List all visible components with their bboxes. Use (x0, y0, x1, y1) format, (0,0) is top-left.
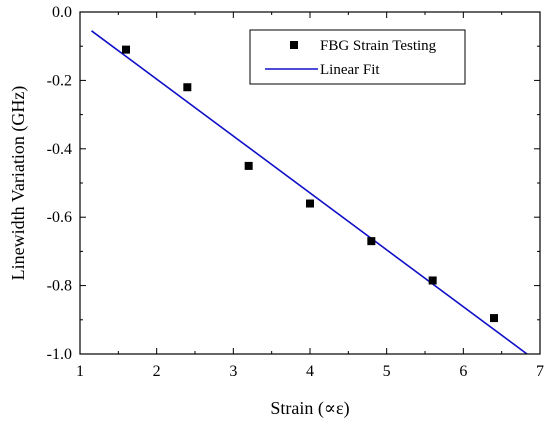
legend-box (249, 29, 466, 85)
x-tick-label: 4 (306, 363, 314, 380)
plot-frame (79, 11, 541, 355)
y-tick-label: -0.6 (47, 209, 72, 226)
y-tick-label: -0.4 (47, 141, 72, 158)
data-point (122, 45, 130, 54)
x-tick-label: 2 (153, 363, 161, 380)
legend-label-fbg-strain-testing: FBG Strain Testing (320, 38, 437, 54)
data-point (244, 161, 253, 170)
fit-layer (91, 30, 528, 355)
tick-labels-layer: 1 2 3 4 5 6 7 0.0 -0.2 -0.4 -0.6 -0.8 -1.0 (47, 4, 544, 380)
y-tick-label: -1.0 (47, 346, 72, 363)
y-tick-label: -0.2 (47, 72, 72, 89)
y-axis-title: Linewidth Variation (GHz) (8, 86, 29, 281)
data-point (183, 83, 192, 92)
data-point (428, 276, 437, 285)
legend: FBG Strain Testing Linear Fit (249, 29, 466, 85)
x-tick-label: 7 (536, 363, 544, 380)
data-point (367, 237, 376, 246)
x-tick-label: 1 (76, 363, 84, 380)
y-tick-label: 0.0 (52, 4, 72, 21)
linear-fit-line (91, 30, 528, 355)
x-tick-label: 3 (229, 363, 237, 380)
x-tick-label: 5 (383, 363, 391, 380)
data-point (490, 314, 498, 323)
legend-marker-fbg-strain-testing (290, 41, 298, 49)
x-axis-title: Strain (∝ε) (270, 398, 349, 419)
x-tick-label: 6 (459, 363, 467, 380)
legend-label-linear-fit: Linear Fit (320, 62, 380, 78)
data-point (306, 199, 314, 208)
points-layer (122, 45, 498, 323)
y-tick-label: -0.8 (47, 278, 72, 295)
